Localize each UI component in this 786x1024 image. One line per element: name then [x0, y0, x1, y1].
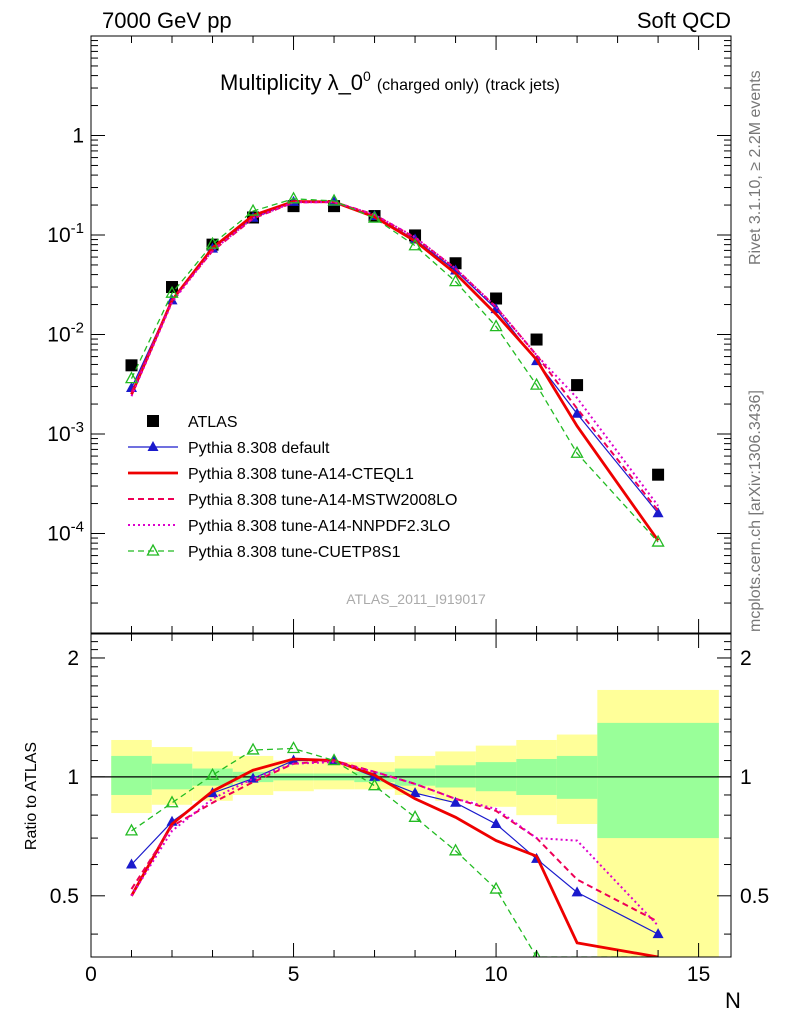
ratio-point-default [409, 787, 421, 798]
main-point-cuetp8s1 [286, 191, 301, 204]
main-point-cuetp8s1 [529, 377, 544, 390]
main-point-cuetp8s1 [408, 238, 422, 251]
main-line-cuetp8s1 [130, 198, 659, 543]
main-point-cuetp8s1 [651, 534, 665, 547]
ratio-panel: 2 2 1 1 0.5 0.5 0 5 10 15 Ratio to ATLAS N [23, 633, 769, 1013]
main-point-cuetp8s1 [124, 371, 139, 384]
main-point-data [125, 359, 138, 372]
ratio-y-tick-label-left: 1 [67, 766, 79, 789]
legend-marker-default [147, 441, 159, 451]
band-inner [111, 755, 152, 795]
x-tick-label: 5 [288, 963, 300, 986]
ratio-line-cteql1 [130, 757, 659, 957]
ratio-point-default [126, 858, 138, 869]
main-point-cuetp8s1 [165, 285, 179, 298]
legend-label-nnpdf: Pythia 8.308 tune-A14-NNPDF2.3LO [188, 518, 450, 535]
ratio-point-cuetp8s1 [532, 949, 541, 957]
band-inner [597, 722, 719, 839]
ratio-y-tick-label-right: 0.5 [740, 885, 769, 908]
mcplots-reference-label: mcplots.cern.ch [arXiv:1306.3436] [747, 390, 764, 632]
main-point-default [571, 407, 583, 418]
main-plot-area [124, 191, 665, 547]
main-line-nnpdf [130, 201, 659, 507]
x-tick-label: 0 [85, 963, 97, 986]
main-frame [90, 35, 732, 634]
main-point-cuetp8s1 [489, 319, 503, 332]
rivet-version-label: Rivet 3.1.10, ≥ 2.2M events [747, 70, 764, 265]
ratio-point-cuetp8s1 [327, 753, 341, 766]
main-point-data [652, 468, 665, 481]
main-y-tick-label: 10-2 [47, 320, 84, 347]
ratio-y-tick-labels: 2 2 1 1 0.5 0.5 [50, 647, 769, 908]
ratio-point-cuetp8s1 [408, 809, 422, 822]
ratio-point-default [571, 886, 583, 897]
legend-marker-cuetp8s1 [146, 543, 160, 556]
ratio-axis-ticks [90, 634, 731, 957]
main-y-tick-labels: 1 10-1 10-2 10-3 10-4 [47, 125, 84, 546]
x-tick-label: 15 [687, 963, 710, 986]
ratio-point-cuetp8s1 [165, 795, 179, 808]
main-y-tick-label: 10-4 [47, 519, 84, 546]
ratio-point-default [450, 796, 462, 807]
ratio-point-cuetp8s1 [448, 843, 463, 856]
main-point-cuetp8s1 [246, 203, 260, 216]
ratio-y-tick-label-left: 0.5 [50, 885, 79, 908]
legend-label-cteql1: Pythia 8.308 tune-A14-CTEQL1 [188, 466, 414, 483]
ratio-y-tick-label-left: 2 [67, 647, 79, 670]
main-point-data [490, 292, 503, 305]
main-point-data [571, 379, 584, 392]
main-axis-ticks [90, 36, 731, 634]
main-point-cuetp8s1 [570, 445, 584, 458]
analysis-id-label: ATLAS_2011_I919017 [346, 591, 486, 607]
x-tick-label: 10 [484, 963, 507, 986]
main-point-cuetp8s1 [367, 210, 382, 223]
main-point-cuetp8s1 [448, 274, 463, 287]
legend-label-data: ATLAS [188, 414, 238, 431]
ratio-point-cuetp8s1 [367, 778, 382, 791]
legend: ATLAS Pythia 8.308 default Pythia 8.308 tu… [128, 414, 457, 561]
main-y-tick-label: 10-3 [47, 419, 84, 446]
ratio-point-cuetp8s1 [286, 741, 301, 754]
energy-label: 7000 GeV pp [102, 8, 232, 33]
ratio-y-tick-label-right: 2 [740, 647, 752, 670]
legend-label-mstw: Pythia 8.308 tune-A14-MSTW2008LO [188, 492, 457, 509]
legend-marker-data [147, 415, 159, 427]
main-panel: 1 10-1 10-2 10-3 10-4 Multiplicity λ_00(char… [47, 35, 732, 634]
ratio-y-axis-label: Ratio to ATLAS [23, 742, 40, 850]
main-y-tick-label: 10-1 [47, 220, 84, 247]
chart-title: Multiplicity λ_00(charged only) (track je… [220, 68, 560, 95]
ratio-y-tick-label-right: 1 [740, 766, 752, 789]
ratio-point-cuetp8s1 [246, 742, 260, 755]
main-point-cuetp8s1 [205, 236, 220, 249]
ratio-plot-area [91, 689, 731, 957]
ratio-point-cuetp8s1 [489, 881, 503, 894]
ratio-point-cuetp8s1 [124, 823, 139, 836]
ratio-point-cuetp8s1 [205, 767, 220, 780]
legend-label-cuetp8s1: Pythia 8.308 tune-CUETP8S1 [188, 544, 401, 561]
x-axis-label: N [725, 988, 741, 1013]
legend-label-default: Pythia 8.308 default [188, 440, 330, 457]
category-label: Soft QCD [637, 8, 731, 33]
ratio-point-default [490, 817, 502, 828]
main-y-tick-label: 1 [72, 125, 84, 148]
main-point-cuetp8s1 [327, 193, 341, 206]
ratio-point-default [652, 928, 664, 939]
x-tick-labels: 0 5 10 15 [85, 963, 710, 986]
ratio-frame [90, 633, 732, 958]
ratio-line-nnpdf [130, 761, 659, 927]
main-point-default [652, 507, 664, 518]
main-point-data [530, 333, 543, 346]
